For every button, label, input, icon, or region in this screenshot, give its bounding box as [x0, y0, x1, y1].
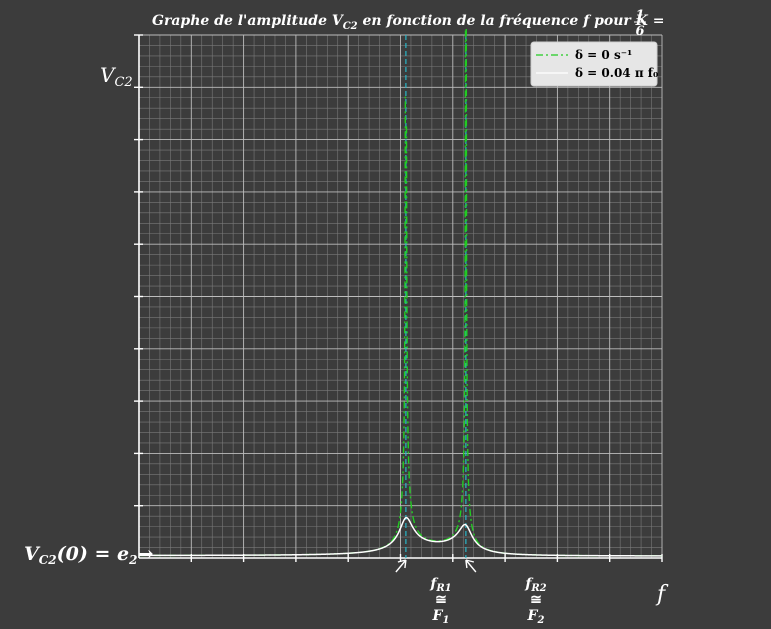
- svg-text:≅: ≅: [435, 592, 447, 608]
- svg-text:fR2: fR2: [524, 576, 546, 594]
- marker-label-fR1: fR1 ≅ F1: [429, 576, 451, 626]
- legend-box: [530, 41, 658, 87]
- title-fraction-denominator: 6: [635, 24, 644, 39]
- curves: [139, 28, 662, 557]
- y-axis-label: VC2: [100, 63, 133, 90]
- svg-text:fR1: fR1: [429, 576, 451, 594]
- legend-entry-delta-damped: δ = 0.04 π f₀: [575, 66, 658, 80]
- legend-entry-delta0: δ = 0 s⁻¹: [575, 48, 632, 62]
- grid-major: [138, 34, 663, 559]
- svg-text:F2: F2: [527, 608, 545, 626]
- series-damped: [139, 516, 662, 557]
- y0-label: VC2(0) = e2→: [24, 543, 153, 567]
- svg-text:≅: ≅: [530, 592, 542, 608]
- title-fraction-numerator: 1: [635, 8, 644, 23]
- marker-arrow-fR2: [465, 559, 477, 573]
- svg-text:F1: F1: [432, 608, 450, 626]
- axes: [134, 34, 663, 562]
- marker-label-fR2: fR2 ≅ F2: [524, 576, 546, 626]
- chart-title: Graphe de l'amplitude VC2 en fonction de…: [152, 13, 664, 32]
- legend: δ = 0 s⁻¹ δ = 0.04 π f₀: [530, 41, 658, 87]
- marker-arrow-fR1: [395, 559, 407, 573]
- x-axis-label: f: [655, 582, 669, 607]
- resonance-markers: [395, 35, 477, 573]
